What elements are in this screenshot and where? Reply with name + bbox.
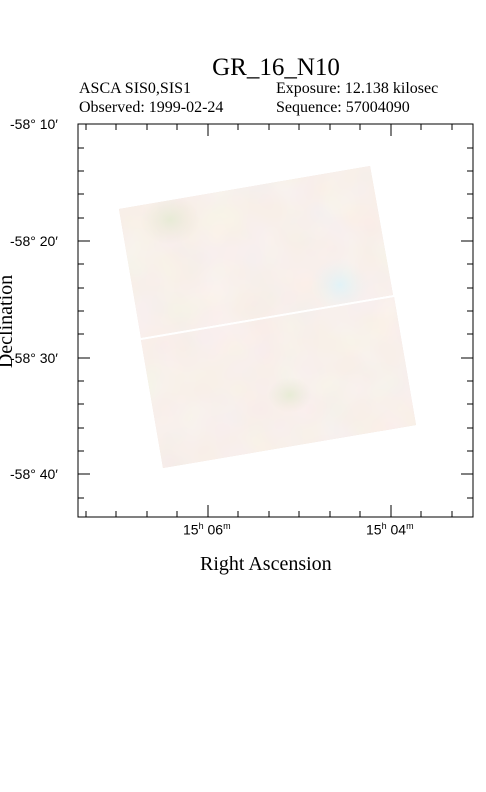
x-tick-hours: 15 (366, 521, 382, 538)
x-tick-minutes: 04 (390, 521, 407, 538)
x-tick-label: 15h 06m (183, 521, 231, 538)
y-axis-label: Declination (0, 274, 18, 369)
observed-label: Observed: 1999-02-24 (79, 99, 224, 116)
exposure-label: Exposure: 12.138 kilosec (276, 80, 439, 97)
y-tick-label: -58° 30′ (10, 350, 58, 366)
x-tick-minutes: 06 (207, 521, 224, 538)
x-tick-hours: 15 (183, 521, 199, 538)
tick-marks (78, 123, 473, 517)
image-title: GR_16_N10 (212, 54, 340, 81)
sequence-label: Sequence: 57004090 (276, 99, 410, 116)
instrument-label: ASCA SIS0,SIS1 (79, 80, 192, 97)
chip-gap-line (140, 295, 395, 340)
y-tick-label: -58° 20′ (10, 233, 58, 249)
y-tick-label: -58° 40′ (10, 466, 58, 482)
plot-frame (77, 123, 474, 518)
y-tick-label: -58° 10′ (10, 116, 58, 132)
x-axis-label: Right Ascension (200, 553, 332, 575)
x-tick-label: 15h 04m (366, 521, 414, 538)
